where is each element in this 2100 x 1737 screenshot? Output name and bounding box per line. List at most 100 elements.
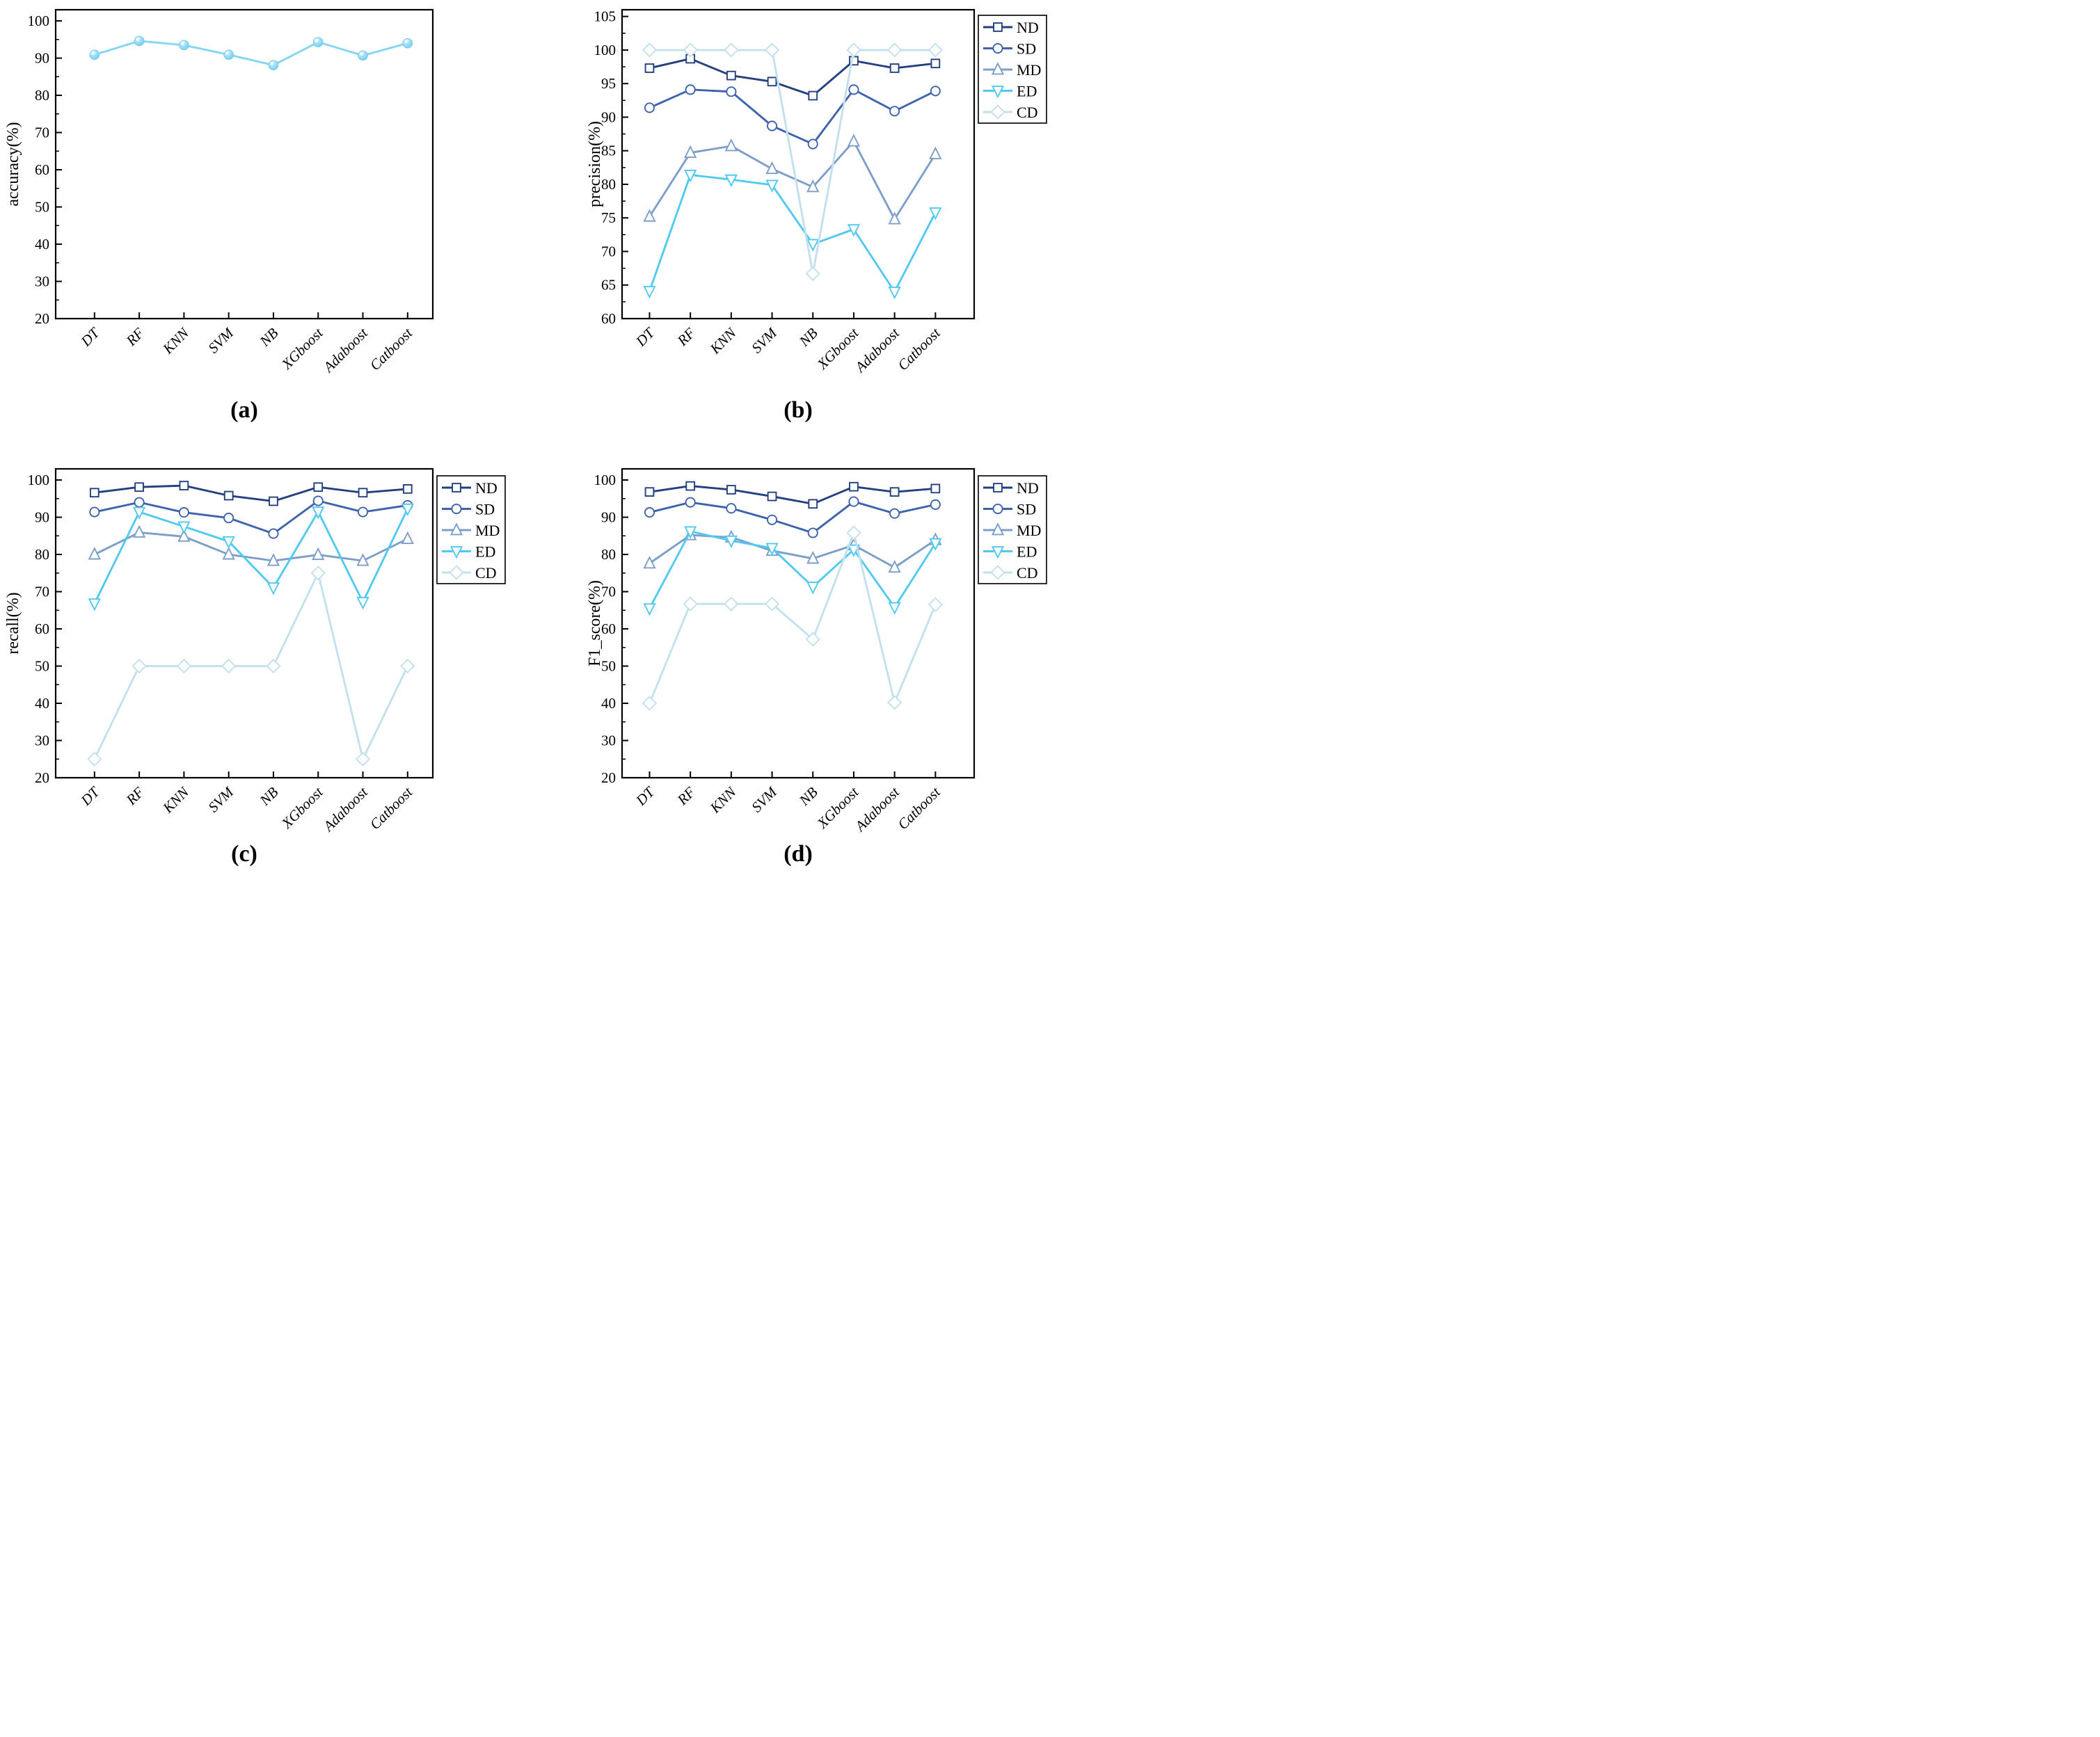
x-axis-category-label: NB [256,324,282,350]
y-axis-tick-label: 90 [35,50,49,67]
series-CD-marker [928,597,943,612]
series-ED-marker [765,543,779,556]
y-axis-tick-label: 80 [601,546,616,563]
legend-label-CD: CD [1017,564,1038,582]
series-accuracy-marker [223,49,234,61]
series-ND-marker [767,491,777,502]
series-MD-marker [888,211,901,225]
series-MD-line [649,534,937,569]
x-axis-category-label: Adaboost [319,324,372,376]
series-accuracy-marker-highlight [225,51,229,55]
series-SD-marker [767,120,778,131]
legend-marker-CD [449,565,464,580]
x-axis-category-label: KNN [706,324,740,358]
x-axis-category-label: SVM [748,783,781,816]
legend-label-MD: MD [1017,61,1041,79]
x-axis-category-label: Catboost [367,324,416,374]
series-SD-marker [930,499,941,510]
series-SD-line [93,499,409,535]
legend-label-MD: MD [1017,522,1041,539]
legend-marker-ED [991,86,1005,99]
series-CD-marker [132,658,147,674]
series-ED-marker [643,286,656,299]
series-ED-marker [765,179,779,193]
caption-b: (b) [783,397,813,423]
legend-label-ND: ND [1017,479,1039,497]
y-axis-tick-label: 70 [35,584,49,600]
series-accuracy-marker [402,38,413,49]
y-axis-tick-label: 20 [35,769,49,786]
y-axis-tick-label: 95 [601,75,616,92]
series-MD-marker [847,134,861,147]
x-axis-category-label: NB [795,324,821,350]
series-accuracy-marker [268,60,279,71]
series-ED-marker [401,503,414,517]
caption-c: (c) [231,841,257,867]
y-axis-tick-label: 90 [35,509,49,526]
y-axis-title-f1score: F1_score(%) [586,580,604,666]
series-CD-marker [310,566,326,581]
series-CD-marker [683,42,698,58]
series-accuracy-marker [312,37,324,47]
series-ED-marker [684,526,697,539]
series-SD-marker [767,514,778,525]
plot-frame [54,8,434,320]
series-ND-marker [685,481,696,491]
series-MD-marker [888,559,901,573]
x-axis-category-label: SVM [205,783,237,816]
x-axis-category-label: DT [77,324,104,351]
series-CD-marker [805,266,820,281]
legend-label-SD: SD [475,501,495,518]
series-accuracy-marker-highlight [91,51,95,55]
series-ND-marker [179,481,189,490]
series-ED-line [649,173,937,293]
legend-label-CD: CD [1017,104,1038,121]
y-axis-tick-label: 100 [594,472,617,488]
y-axis-tick-label: 70 [601,243,616,259]
series-CD-marker [642,696,658,711]
series-CD-marker [400,658,415,674]
series-MD-marker [222,547,235,560]
y-axis-tick-label: 60 [601,310,616,327]
x-axis-category-label: DT [632,783,658,810]
legend-label-SD: SD [1017,40,1036,58]
series-ED-marker [847,224,861,237]
series-accuracy-marker-highlight [360,52,363,56]
series-ED-marker [267,582,280,595]
series-CD-marker [683,596,698,611]
y-axis-tick-label: 100 [594,42,617,58]
y-axis-tick-label: 50 [601,658,616,675]
legend-marker-MD [991,522,1005,536]
y-axis-tick-label: 65 [601,277,616,294]
series-ND-marker [89,488,100,498]
series-CD-marker [928,42,943,58]
series-ND-marker [726,70,736,81]
y-axis-tick-label: 90 [601,509,616,526]
series-SD-marker [268,528,279,539]
series-CD-marker [805,632,820,647]
series-accuracy-marker [89,49,100,61]
series-ND-marker [726,485,736,495]
y-axis-tick-label: 30 [35,733,49,749]
series-MD-marker [312,547,325,560]
series-ND-line [649,58,937,97]
series-MD-marker [724,138,738,152]
series-accuracy-marker-highlight [404,40,408,43]
series-ND-marker [889,63,900,73]
y-axis-tick-label: 85 [601,143,616,159]
legend-label-ED: ED [475,543,495,561]
legend-marker-SD [451,503,462,515]
series-accuracy-marker [179,40,189,51]
legend-marker-ED [450,546,463,559]
series-MD-line [93,531,409,562]
series-ND-marker [313,482,324,493]
x-axis-category-label: DT [632,324,658,351]
series-CD-line [649,531,937,705]
series-ED-marker [132,506,146,520]
series-MD-marker [267,553,280,566]
series-ND-marker [358,488,368,498]
series-SD-line [649,88,937,145]
x-axis-category-label: Catboost [894,783,944,833]
chart-a-accuracy: 20 30 40 50 60 70 80 90 100 DT RF KNN SVM NBXGboostAd… [28,8,434,376]
